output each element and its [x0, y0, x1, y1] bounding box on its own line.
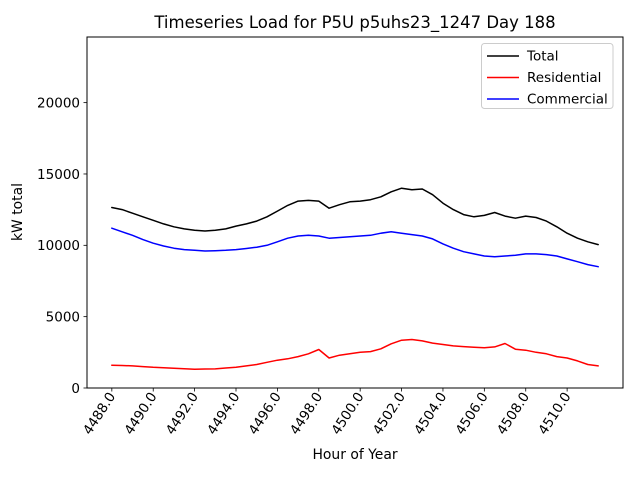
x-tick-label: 4502.0: [370, 389, 409, 437]
x-tick-label: 4508.0: [494, 389, 533, 437]
x-tick-label: 4504.0: [411, 389, 450, 437]
series-line-total: [111, 187, 599, 246]
legend: Total Residential Commercial: [481, 43, 614, 109]
legend-box: [481, 43, 614, 109]
x-axis-label: Hour of Year: [312, 447, 397, 463]
y-tick-label: 10000: [37, 238, 80, 254]
y-axis: 0 5000 10000 15000 20000: [37, 95, 87, 397]
legend-label-commercial: Commercial: [527, 92, 608, 108]
x-tick-label: 4492.0: [163, 389, 202, 437]
chart-title: Timeseries Load for P5U p5uhs23_1247 Day…: [153, 13, 555, 33]
x-tick-label: 4496.0: [246, 389, 285, 437]
legend-label-total: Total: [526, 49, 559, 65]
x-tick-label: 4494.0: [204, 389, 243, 437]
plot-area-border: [86, 36, 624, 389]
y-axis-label: kW total: [10, 183, 26, 241]
y-tick-label: 0: [71, 381, 80, 397]
x-axis: 4488.0 4490.0 4492.0 4494.0 4496.0 4498.0 4500…: [80, 388, 574, 438]
x-tick-label: 4500.0: [328, 389, 367, 437]
y-tick-label: 15000: [37, 167, 80, 183]
y-tick-label: 20000: [37, 95, 80, 111]
x-tick-label: 4498.0: [287, 389, 326, 437]
y-tick-label: 5000: [46, 309, 80, 325]
series-line-residential: [111, 338, 599, 370]
series-lines: [111, 187, 599, 370]
x-tick-label: 4506.0: [453, 389, 492, 437]
legend-label-residential: Residential: [527, 70, 601, 86]
x-tick-label: 4490.0: [121, 389, 160, 437]
series-line-commercial: [111, 227, 599, 268]
x-tick-label: 4488.0: [80, 389, 119, 437]
x-tick-label: 4510.0: [535, 389, 574, 437]
